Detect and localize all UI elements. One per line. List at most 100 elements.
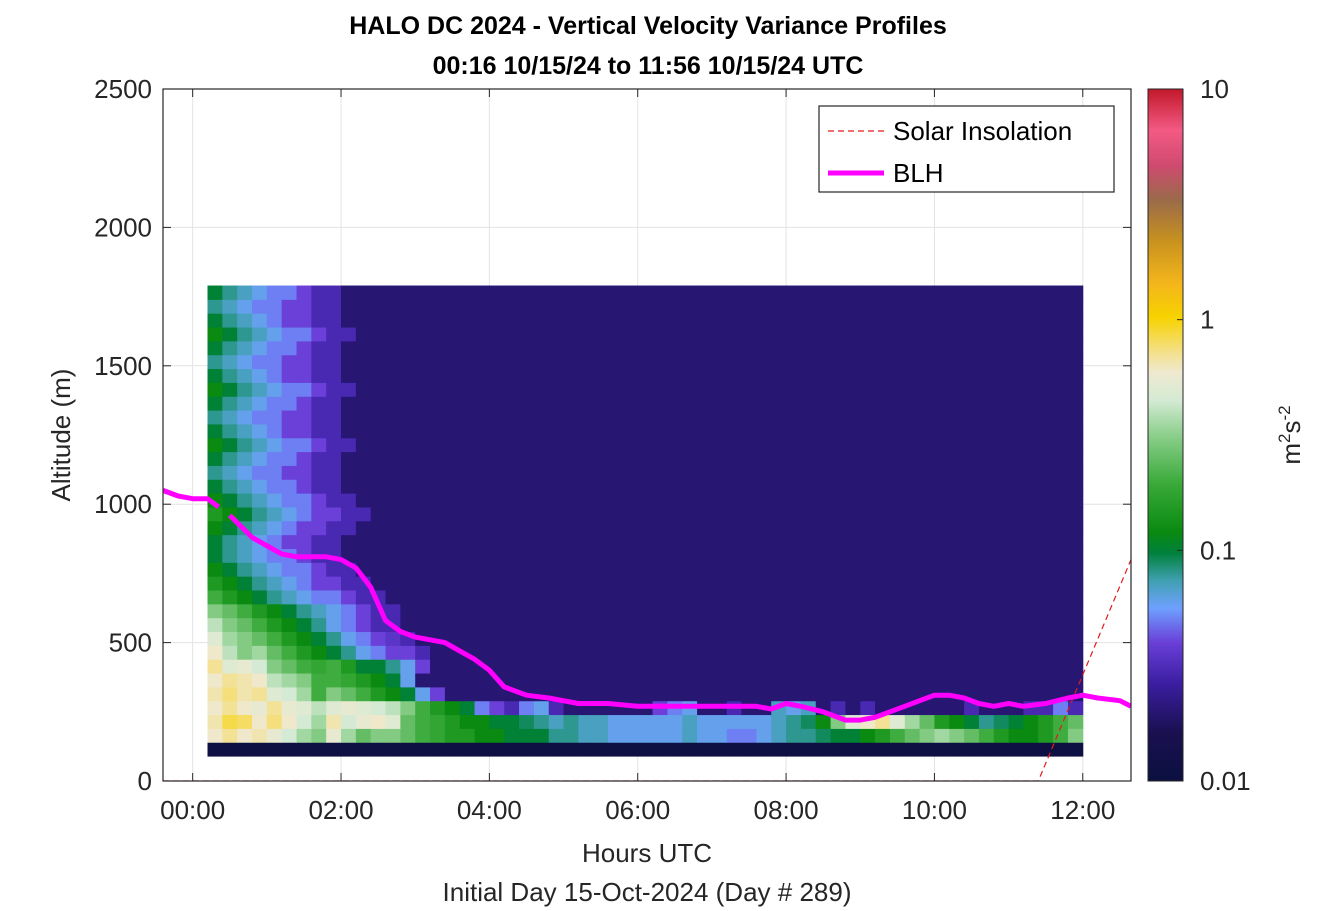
heatmap-cell <box>934 562 950 577</box>
heatmap-cell <box>355 714 372 729</box>
heatmap-cell <box>430 396 446 411</box>
heatmap-cell <box>533 659 550 674</box>
heatmap-cell <box>222 396 238 411</box>
heatmap-cell <box>1038 631 1054 646</box>
heatmap-cell <box>1008 617 1024 633</box>
heatmap-cell <box>682 714 698 729</box>
heatmap-cell <box>845 603 861 619</box>
heatmap-cell <box>474 299 490 314</box>
heatmap-cell <box>252 686 268 702</box>
heatmap-cell <box>682 299 698 314</box>
heatmap-cell <box>771 603 787 619</box>
heatmap-cell <box>860 423 876 439</box>
heatmap-cell <box>341 603 357 619</box>
legend-solar-label: Solar Insolation <box>893 116 1072 146</box>
heatmap-cell <box>459 590 476 605</box>
heatmap-cell <box>860 548 876 563</box>
heatmap-cell <box>252 368 268 383</box>
heatmap-cell <box>711 354 728 370</box>
heatmap-cell <box>919 714 935 729</box>
heatmap-cell <box>370 742 387 757</box>
heatmap-cell <box>771 313 787 328</box>
heatmap-cell <box>622 534 639 549</box>
heatmap-cell <box>830 534 846 549</box>
heatmap-cell <box>1067 534 1084 549</box>
heatmap-cell <box>548 299 565 314</box>
heatmap-cell <box>978 728 995 743</box>
heatmap-cell <box>875 659 891 674</box>
heatmap-cell <box>519 313 535 328</box>
heatmap-cell <box>622 645 639 660</box>
heatmap-cell <box>355 479 372 494</box>
heatmap-cell <box>889 617 906 633</box>
heatmap-cell <box>786 742 802 757</box>
heatmap-cell <box>904 410 921 425</box>
heatmap-cell <box>652 645 668 660</box>
heatmap-cell <box>830 354 846 370</box>
heatmap-cell <box>370 686 387 702</box>
heatmap-cell <box>682 576 698 591</box>
heatmap-cell <box>341 590 357 605</box>
heatmap-cell <box>563 368 579 383</box>
heatmap-cell <box>400 603 416 619</box>
heatmap-cell <box>652 410 668 425</box>
heatmap-cell <box>296 285 312 300</box>
heatmap-cell <box>711 562 728 577</box>
heatmap-cell <box>593 354 609 370</box>
heatmap-cell <box>830 700 846 716</box>
heatmap-cell <box>266 686 283 702</box>
heatmap-cell <box>830 437 846 453</box>
heatmap-cell <box>474 382 490 397</box>
heatmap-cell <box>355 285 372 300</box>
heatmap-cell <box>548 327 565 342</box>
heatmap-cell <box>934 631 950 646</box>
heatmap-cell <box>415 673 431 688</box>
heatmap-cell <box>919 659 935 674</box>
heatmap-cell <box>608 686 624 702</box>
heatmap-cell <box>697 382 713 397</box>
heatmap-cell <box>593 659 609 674</box>
heatmap-cell <box>474 423 490 439</box>
heatmap-cell <box>281 396 298 411</box>
heatmap-cell <box>756 686 772 702</box>
heatmap-cell <box>1053 728 1069 743</box>
heatmap-cell <box>355 728 372 743</box>
heatmap-cell <box>474 548 490 563</box>
heatmap-cell <box>711 603 728 619</box>
heatmap-cell <box>741 410 757 425</box>
heatmap-cell <box>237 590 253 605</box>
heatmap-cell <box>252 479 268 494</box>
heatmap-cell <box>385 465 401 480</box>
heatmap-cell <box>563 645 579 660</box>
heatmap-cell <box>815 285 832 300</box>
heatmap-cell <box>281 479 298 494</box>
heatmap-cell <box>1053 673 1069 688</box>
heatmap-cell <box>548 340 565 356</box>
heatmap-cell <box>652 562 668 577</box>
heatmap-cell <box>637 437 654 453</box>
heatmap-cell <box>667 479 683 494</box>
heatmap-cell <box>860 396 876 411</box>
heatmap-cell <box>370 327 387 342</box>
heatmap-cell <box>1053 423 1069 439</box>
heatmap-cell <box>1008 410 1024 425</box>
heatmap-cell <box>252 548 268 563</box>
heatmap-cell <box>771 520 787 536</box>
heatmap-cell <box>489 576 505 591</box>
heatmap-cell <box>385 437 401 453</box>
heatmap-cell <box>978 506 995 522</box>
heatmap-cell <box>548 285 565 300</box>
heatmap-cell <box>622 673 639 688</box>
heatmap-cell <box>533 410 550 425</box>
heatmap-cell <box>578 493 594 508</box>
heatmap-cell <box>756 506 772 522</box>
heatmap-cell <box>993 631 1010 646</box>
heatmap-cell <box>622 313 639 328</box>
heatmap-cell <box>815 493 832 508</box>
heatmap-cell <box>370 382 387 397</box>
heatmap-cell <box>711 645 728 660</box>
heatmap-cell <box>281 493 298 508</box>
heatmap-cell <box>904 423 921 439</box>
heatmap-cell <box>311 645 327 660</box>
